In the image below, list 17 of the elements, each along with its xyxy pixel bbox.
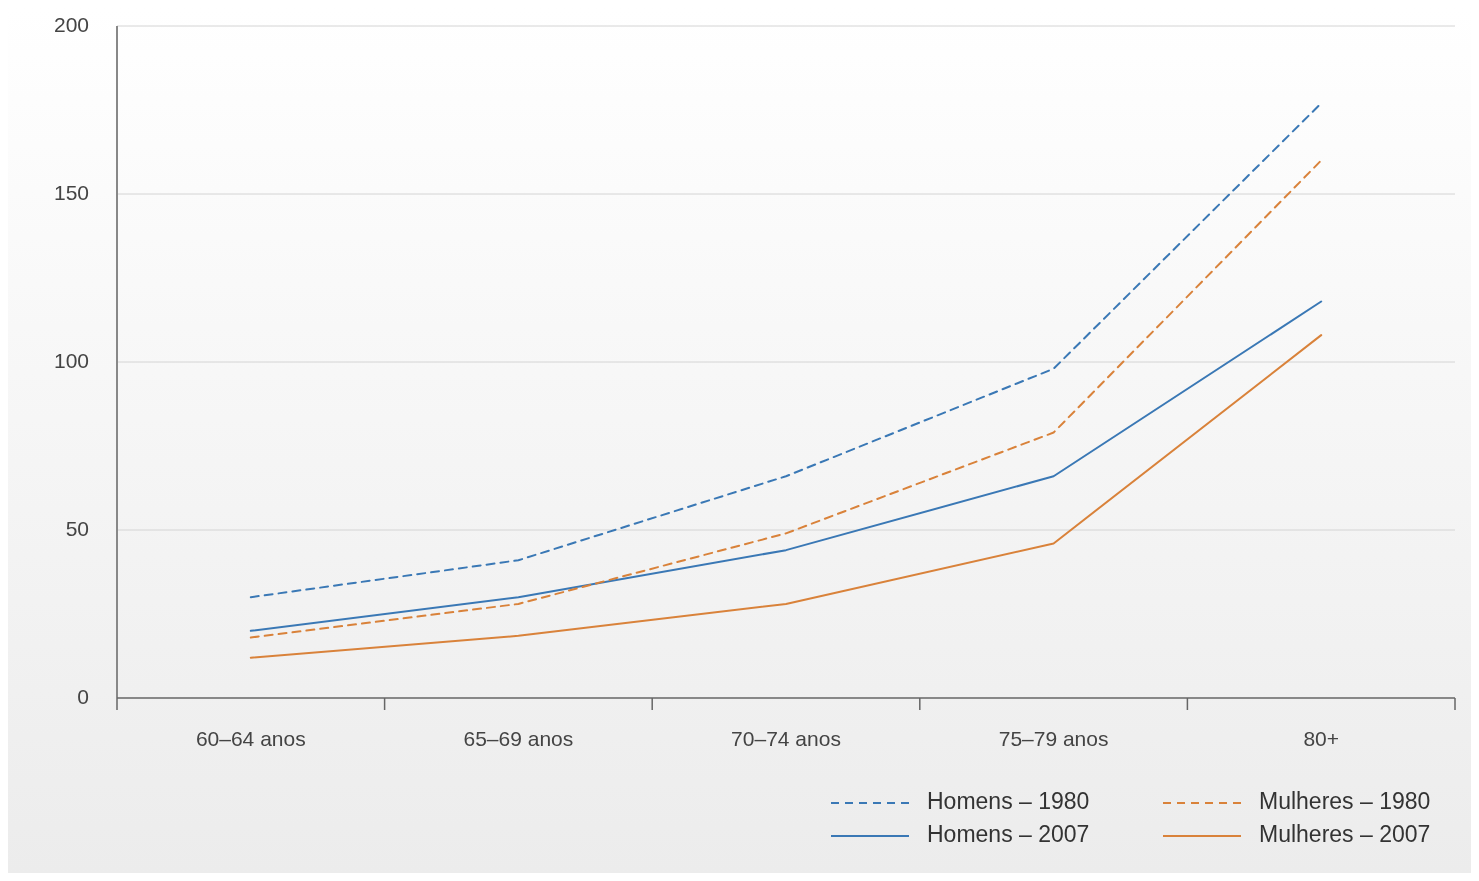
x-tick-label: 70–74 anos: [731, 727, 841, 750]
line-series: [249, 334, 1323, 659]
y-tick-label: 200: [53, 12, 89, 36]
legend-label: Mulheres – 2007: [1259, 821, 1431, 848]
legend-label: Mulheres – 1980: [1259, 788, 1431, 815]
y-tick-label: 50: [65, 516, 89, 540]
x-tick-label: 65–69 anos: [463, 727, 574, 750]
x-tick-label: 60–64 anos: [195, 727, 306, 750]
y-tick-label: 150: [53, 180, 89, 204]
y-tick-label: 100: [53, 348, 89, 372]
x-tick-label: 80+: [1303, 727, 1340, 750]
x-tick-label: 75–79 anos: [998, 727, 1109, 750]
line-series: [249, 159, 1323, 639]
line-series: [249, 300, 1323, 632]
legend-label: Homens – 2007: [927, 821, 1090, 848]
y-tick-label: 0: [77, 684, 89, 708]
legend-label: Homens – 1980: [927, 788, 1090, 815]
